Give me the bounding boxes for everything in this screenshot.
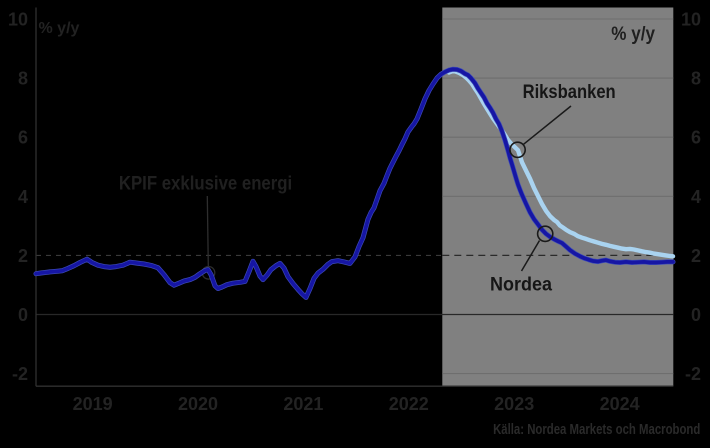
svg-text:6: 6	[691, 128, 701, 148]
svg-text:0: 0	[691, 305, 701, 325]
svg-text:% y/y: % y/y	[611, 23, 655, 44]
svg-text:8: 8	[691, 69, 701, 89]
svg-text:4: 4	[18, 187, 28, 207]
svg-text:10: 10	[681, 10, 701, 30]
svg-text:0: 0	[18, 305, 28, 325]
svg-text:2019: 2019	[73, 394, 113, 414]
svg-text:Källa: Nordea Markets och Macr: Källa: Nordea Markets och Macrobond	[493, 420, 700, 437]
svg-text:2021: 2021	[283, 394, 323, 414]
svg-text:2020: 2020	[178, 394, 218, 414]
svg-text:2: 2	[691, 246, 701, 266]
svg-text:Riksbanken: Riksbanken	[523, 81, 616, 102]
svg-text:2: 2	[18, 246, 28, 266]
svg-text:6: 6	[18, 128, 28, 148]
svg-text:2023: 2023	[494, 394, 534, 414]
svg-text:-2: -2	[12, 364, 28, 384]
svg-text:-2: -2	[685, 364, 701, 384]
svg-text:8: 8	[18, 69, 28, 89]
svg-text:4: 4	[691, 187, 701, 207]
svg-text:Nordea: Nordea	[490, 273, 553, 295]
svg-text:KPIF exklusive energi: KPIF exklusive energi	[119, 173, 292, 194]
svg-text:10: 10	[8, 10, 28, 30]
svg-text:% y/y: % y/y	[39, 20, 80, 37]
svg-text:2024: 2024	[600, 394, 640, 414]
svg-text:2022: 2022	[389, 394, 429, 414]
